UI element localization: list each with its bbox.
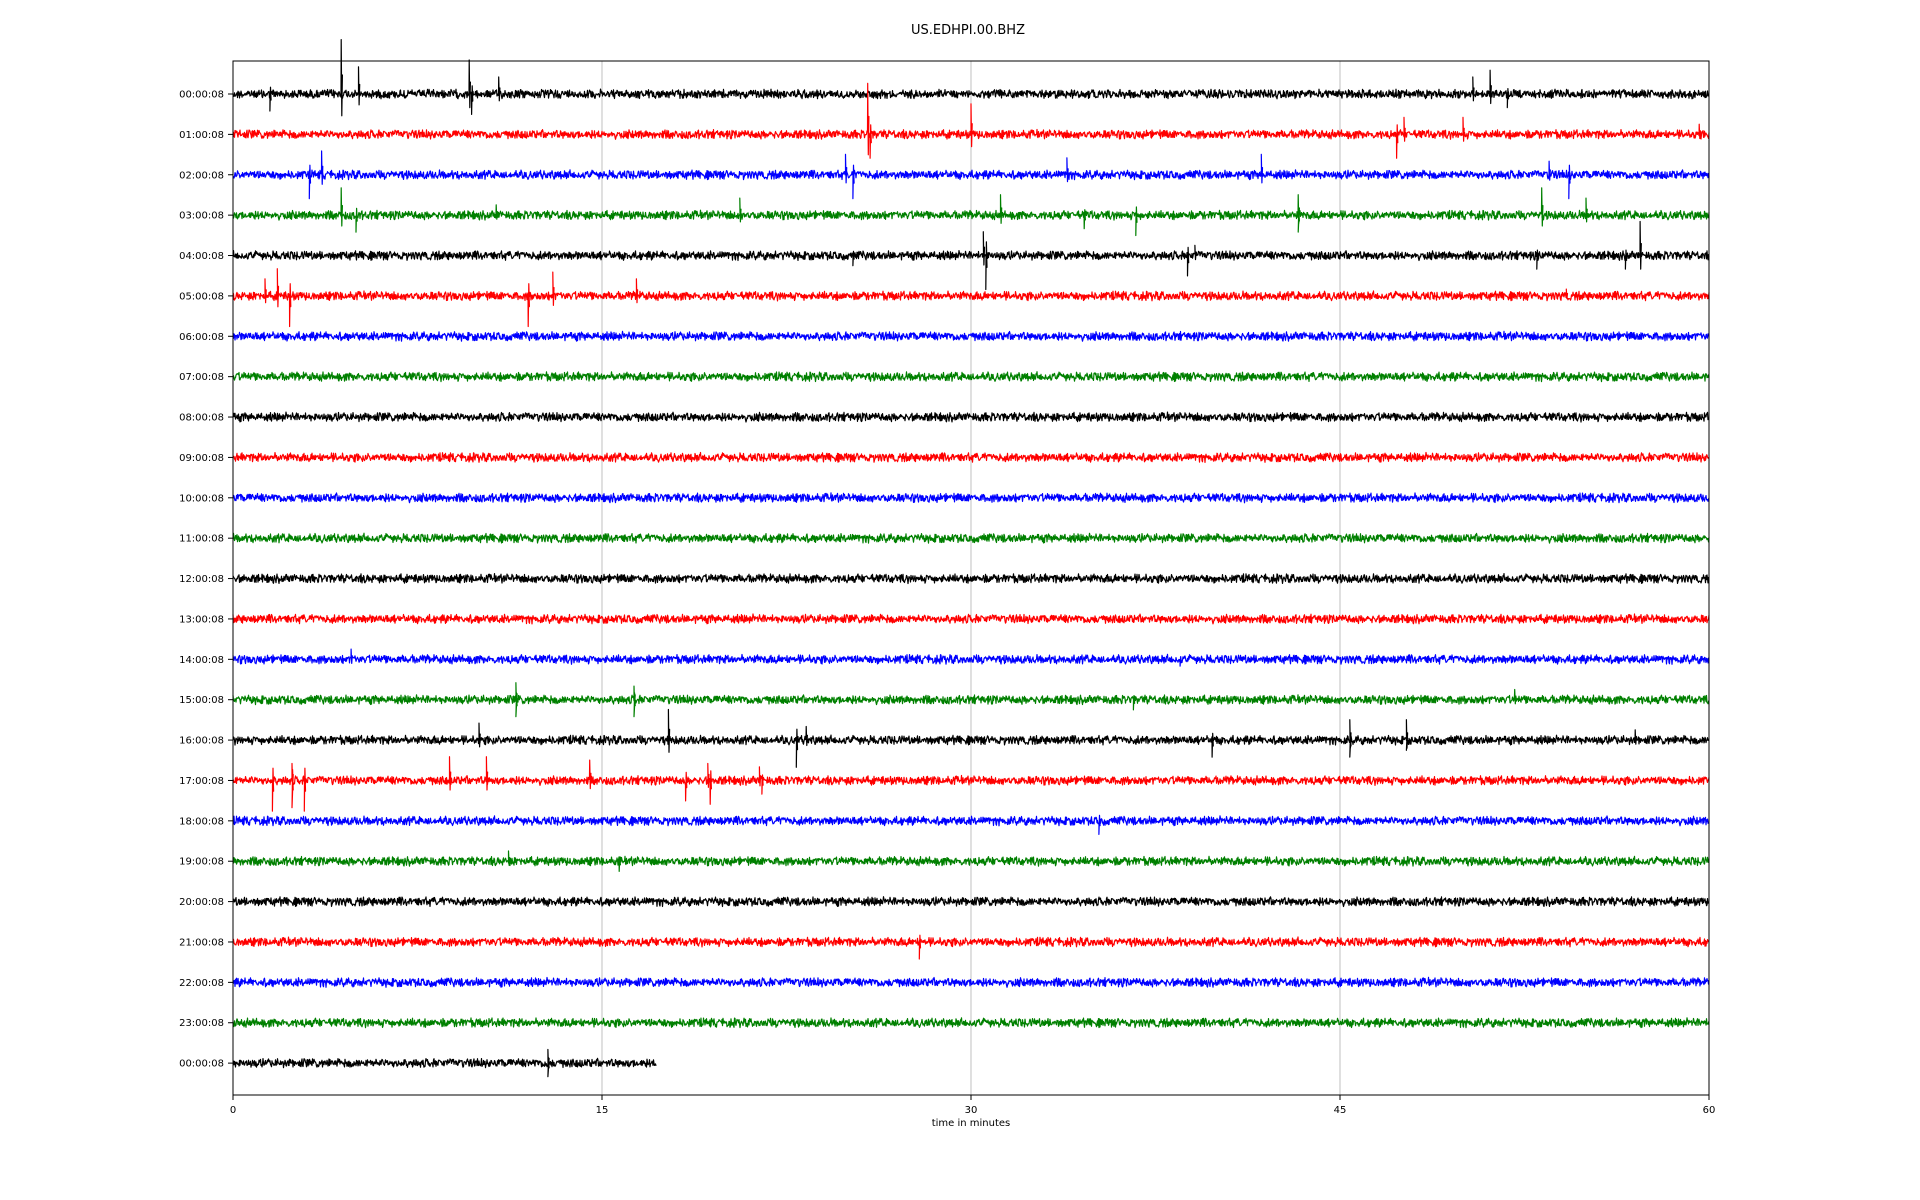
trace-line [232, 532, 1710, 544]
trace-line [232, 708, 1710, 768]
y-tick-label: 14:00:08 [179, 655, 224, 666]
y-tick-label: 07:00:08 [179, 372, 224, 383]
trace-line [232, 82, 1710, 159]
trace-line [232, 976, 1710, 988]
trace-line [232, 934, 1710, 960]
trace-line [232, 371, 1710, 383]
y-tick-label: 13:00:08 [179, 614, 224, 625]
y-tick-label: 15:00:08 [179, 695, 224, 706]
y-tick-label: 21:00:08 [179, 937, 224, 948]
y-tick-label: 00:00:08 [179, 1059, 224, 1070]
trace-line [232, 39, 1710, 117]
y-tick-label: 06:00:08 [179, 332, 224, 343]
y-tick-label: 08:00:08 [179, 413, 224, 424]
trace-line [232, 150, 1710, 200]
y-tick-label: 10:00:08 [179, 493, 224, 504]
y-tick-label: 03:00:08 [179, 211, 224, 222]
y-tick-label: 00:00:08 [179, 90, 224, 101]
trace-line [232, 1017, 1710, 1029]
y-tick-label: 16:00:08 [179, 736, 224, 747]
x-tick-label: 30 [965, 1105, 978, 1116]
y-tick-label: 05:00:08 [179, 291, 224, 302]
y-tick-label: 01:00:08 [179, 130, 224, 141]
trace-line [232, 573, 1710, 585]
plot-frame [232, 60, 1710, 1096]
x-tick-label: 45 [1334, 1105, 1347, 1116]
x-tick-label: 0 [230, 1105, 236, 1116]
y-tick-label: 23:00:08 [179, 1018, 224, 1029]
y-tick-label: 12:00:08 [179, 574, 224, 585]
y-tick-labels: 00:00:08 01:00:08 02:00:08 03:00:08 04:00:08… [179, 90, 233, 1070]
trace-line [232, 1048, 657, 1078]
trace-line [232, 492, 1710, 504]
y-tick-label: 04:00:08 [179, 251, 224, 262]
traces-layer [232, 39, 1710, 1078]
y-tick-label: 19:00:08 [179, 857, 224, 868]
trace-line [232, 451, 1710, 463]
x-axis-label: time in minutes [932, 1118, 1011, 1129]
y-tick-label: 22:00:08 [179, 978, 224, 989]
y-tick-label: 11:00:08 [179, 534, 224, 545]
x-tick-labels: 0 15 30 45 60 [230, 1095, 1716, 1116]
trace-line [232, 220, 1710, 291]
trace-line [232, 613, 1710, 625]
trace-line [232, 187, 1710, 237]
trace-line [232, 756, 1710, 812]
trace-line [232, 648, 1710, 667]
chart-title: US.EDHPI.00.BHZ [911, 23, 1025, 38]
trace-line [232, 814, 1710, 835]
trace-line [232, 896, 1710, 908]
x-tick-label: 15 [596, 1105, 609, 1116]
y-tick-label: 18:00:08 [179, 816, 224, 827]
x-tick-label: 60 [1703, 1105, 1716, 1116]
trace-line [232, 850, 1710, 872]
y-tick-label: 09:00:08 [179, 453, 224, 464]
trace-line [232, 682, 1710, 718]
trace-line [232, 330, 1710, 342]
y-tick-label: 17:00:08 [179, 776, 224, 787]
y-tick-label: 02:00:08 [179, 170, 224, 181]
trace-line [232, 411, 1710, 423]
y-tick-label: 20:00:08 [179, 897, 224, 908]
trace-line [232, 268, 1710, 328]
